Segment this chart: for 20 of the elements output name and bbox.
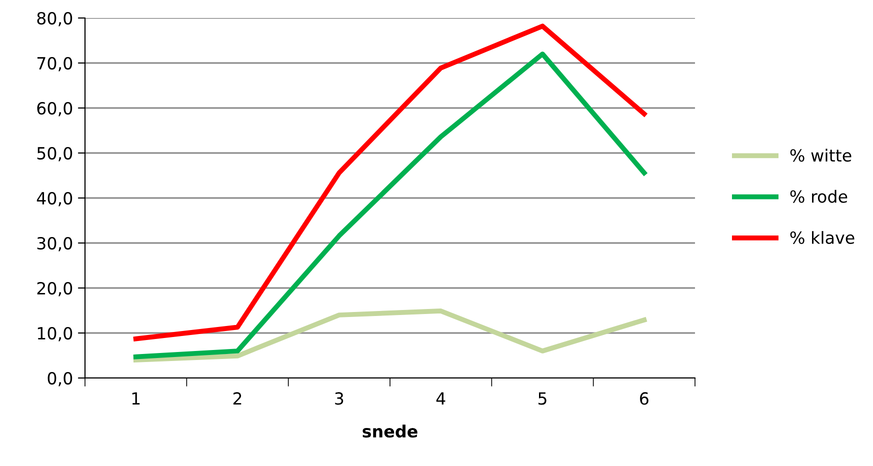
x-tick-label: 6 xyxy=(640,392,648,405)
y-tick-label: 50,0 xyxy=(37,146,72,162)
x-tick-label: 2 xyxy=(233,392,242,405)
x-tick-label: 3 xyxy=(335,392,344,405)
y-tick-label: 60,0 xyxy=(37,102,72,116)
legend-label: % witte xyxy=(790,148,852,162)
x-tick-label: 1 xyxy=(132,392,140,405)
x-tick-label: 5 xyxy=(538,392,546,405)
x-axis-title: snede xyxy=(362,424,418,438)
legend-label: % klave xyxy=(790,231,854,244)
line-series xyxy=(133,308,647,362)
y-tick-label: 20,0 xyxy=(37,282,72,296)
y-tick-label: 0,0 xyxy=(48,372,72,386)
y-tick-label: 30,0 xyxy=(37,236,72,252)
y-tick-label: 40,0 xyxy=(36,192,72,206)
legend-label: % rode xyxy=(790,190,848,203)
y-tick-label: 70,0 xyxy=(37,56,72,72)
y-tick-label: 10,0 xyxy=(38,326,72,342)
y-tick-label: 80,0 xyxy=(37,12,72,26)
x-tick-label: 4 xyxy=(436,392,446,405)
